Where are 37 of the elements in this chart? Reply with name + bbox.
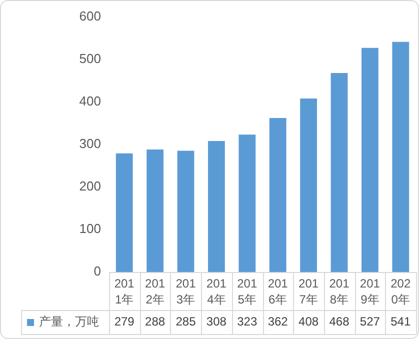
data-label: 323 — [237, 314, 258, 328]
bar — [238, 134, 256, 272]
x-tick-label: 2020年 — [390, 276, 411, 307]
data-label: 468 — [329, 314, 350, 328]
data-label: 408 — [298, 314, 319, 328]
y-tick-label: 100 — [79, 221, 101, 236]
y-tick-label: 500 — [79, 50, 101, 66]
bar — [392, 42, 410, 272]
x-tick-label: 2019年 — [360, 276, 380, 307]
bar — [300, 98, 317, 272]
bar — [330, 72, 348, 272]
y-tick-label: 0 — [94, 264, 101, 279]
data-label: 285 — [176, 314, 196, 328]
y-tick-label: 600 — [79, 8, 101, 24]
data-label: 308 — [206, 314, 227, 328]
bar — [146, 150, 164, 272]
y-tick-label: 400 — [79, 93, 101, 108]
bar — [208, 141, 225, 272]
x-tick-label: 2015年 — [237, 276, 258, 307]
x-tick-label: 2016年 — [268, 276, 288, 307]
y-tick-label: 300 — [79, 136, 101, 151]
x-tick-label: 2014年 — [206, 276, 227, 307]
bar — [116, 153, 133, 272]
x-tick-label: 2018年 — [329, 276, 350, 307]
data-label: 279 — [114, 314, 135, 328]
x-tick-label: 2013年 — [176, 276, 196, 307]
y-tick-label: 200 — [79, 178, 101, 194]
data-label: 527 — [360, 314, 380, 328]
x-tick-label: 2012年 — [145, 276, 166, 307]
bar — [177, 150, 194, 272]
bar — [269, 118, 286, 272]
x-tick-label: 2017年 — [298, 276, 319, 307]
x-tick-label: 2011年 — [114, 276, 135, 307]
bar — [362, 48, 378, 272]
data-label: 362 — [268, 314, 288, 328]
legend-label: 产量，万吨 — [39, 314, 99, 328]
data-label: 288 — [145, 314, 166, 328]
